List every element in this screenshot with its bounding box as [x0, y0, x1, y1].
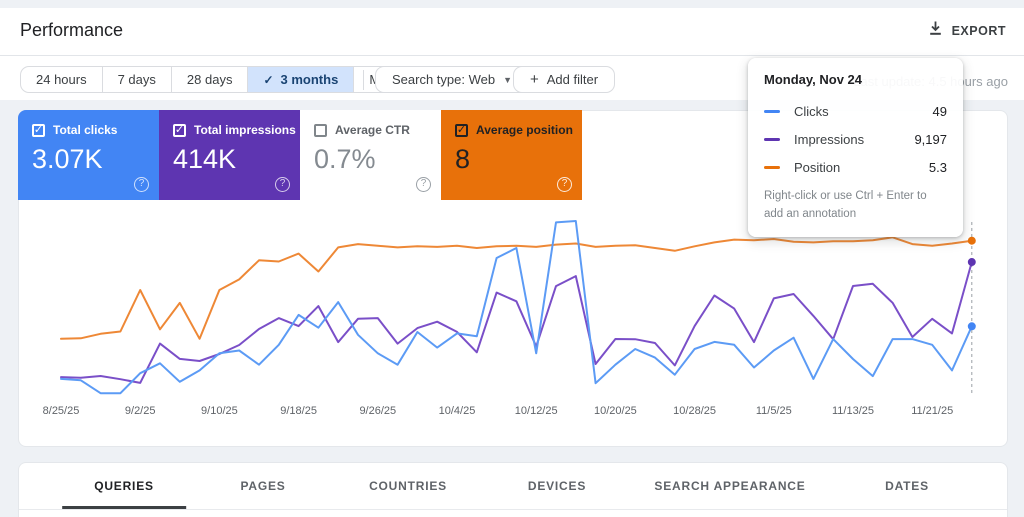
add-filter-button[interactable]: + Add filter	[513, 66, 616, 93]
tab-countries[interactable]: COUNTRIES	[369, 479, 447, 493]
clicks-hover-dot	[967, 322, 976, 331]
x-axis-tick-label: 9/18/25	[280, 405, 317, 417]
total-impressions-card[interactable]: ✓ Total impressions 414K ?	[159, 110, 300, 200]
metric-value: 3.07K	[32, 144, 103, 174]
metric-label: Average CTR	[335, 123, 410, 137]
range-label: 3 months	[280, 72, 339, 87]
range-28-days[interactable]: 28 days	[172, 67, 249, 92]
range-24-hours[interactable]: 24 hours	[21, 67, 103, 92]
position-line-swatch	[764, 165, 780, 169]
page-title: Performance	[20, 20, 124, 40]
average-ctr-checkbox[interactable]: ✓	[314, 123, 327, 137]
impressions-line	[60, 261, 973, 384]
range-label: 24 hours	[36, 72, 87, 87]
x-axis-tick-label: 11/13/25	[832, 405, 874, 417]
x-axis-tick-label: 9/26/25	[359, 405, 396, 417]
position-hover-dot	[967, 236, 976, 245]
tab-search-appearance[interactable]: SEARCH APPEARANCE	[654, 479, 806, 493]
tabs-row: QUERIES PAGES COUNTRIES DEVICES SEARCH A…	[19, 463, 1007, 510]
average-position-card[interactable]: ✓ Average position 8 ?	[441, 110, 582, 200]
impressions-line-swatch	[764, 137, 780, 141]
metric-value: 8	[455, 144, 471, 174]
filter-bar: 24 hours 7 days 28 days ✓ 3 months More …	[0, 66, 1024, 94]
x-axis-tick-label: 8/25/25	[43, 405, 80, 417]
help-icon[interactable]: ?	[416, 177, 431, 192]
help-icon[interactable]: ?	[557, 177, 572, 192]
tooltip-row-position: Position 5.3	[764, 153, 947, 181]
metric-label: Total clicks	[53, 123, 118, 137]
plus-icon: +	[530, 71, 539, 88]
tab-devices[interactable]: DEVICES	[527, 479, 587, 493]
tooltip-label: Clicks	[794, 103, 829, 119]
impressions-hover-dot	[967, 258, 976, 267]
total-clicks-card[interactable]: ✓ Total clicks 3.07K ?	[18, 110, 159, 200]
filter-separator	[363, 70, 364, 90]
tab-pages[interactable]: PAGES	[240, 479, 286, 493]
metric-value: 0.7%	[314, 144, 376, 174]
total-clicks-checkbox[interactable]: ✓	[32, 123, 45, 137]
range-3-months[interactable]: ✓ 3 months	[248, 67, 355, 92]
average-ctr-card[interactable]: ✓ Average CTR 0.7% ?	[300, 110, 441, 200]
header-divider	[0, 55, 1024, 56]
tooltip-value: 9,197	[914, 131, 947, 147]
tooltip-value: 5.3	[928, 159, 947, 175]
tooltip-label: Impressions	[794, 131, 865, 147]
range-label: 28 days	[186, 72, 233, 87]
metric-value: 414K	[173, 144, 237, 174]
check-icon: ✓	[263, 72, 274, 87]
tooltip-value: 49	[932, 103, 947, 119]
x-axis-tick-label: 10/4/25	[439, 405, 476, 417]
tooltip-date: Monday, Nov 24	[764, 72, 863, 87]
add-filter-label: Add filter	[546, 72, 599, 87]
x-axis-tick-label: 10/12/25	[515, 405, 558, 417]
metrics-row: ✓ Total clicks 3.07K ? ✓ Total impressio…	[18, 110, 582, 200]
range-7-days[interactable]: 7 days	[103, 67, 172, 92]
performance-chart[interactable]: 8/25/25 9/2/25 9/10/25 9/18/25 9/26/25 10/4/2…	[19, 206, 1007, 441]
average-position-checkbox[interactable]: ✓	[455, 123, 468, 137]
tooltip-row-impressions: Impressions 9,197	[764, 125, 947, 153]
x-axis-tick-label: 10/28/25	[673, 405, 716, 417]
tab-dates[interactable]: DATES	[885, 479, 929, 493]
x-axis-tick-label: 11/5/25	[756, 405, 792, 417]
chart-tooltip: Monday, Nov 24 Clicks 49 Impressions 9,1…	[748, 58, 963, 237]
search-type-label: Search type: Web	[392, 72, 496, 87]
x-axis-tick-label: 11/21/25	[911, 405, 953, 417]
export-label: EXPORT	[951, 23, 1006, 38]
range-label: 7 days	[117, 72, 156, 87]
download-icon	[928, 20, 943, 41]
tooltip-label: Position	[794, 159, 841, 175]
position-line	[60, 236, 973, 340]
help-icon[interactable]: ?	[275, 177, 290, 192]
tab-queries[interactable]: QUERIES	[62, 463, 186, 509]
top-strip	[0, 0, 1024, 8]
chevron-down-icon: ▼	[503, 74, 513, 85]
export-button[interactable]: EXPORT	[928, 20, 1006, 41]
metric-label: Average position	[476, 123, 573, 137]
total-impressions-checkbox[interactable]: ✓	[173, 123, 186, 137]
tooltip-annotation-hint: Right-click or use Ctrl + Enter to add a…	[764, 190, 927, 220]
clicks-line	[60, 220, 973, 395]
metric-label: Total impressions	[194, 123, 296, 137]
x-axis-tick-label: 9/10/25	[201, 405, 238, 417]
help-icon[interactable]: ?	[134, 177, 149, 192]
x-axis-tick-label: 9/2/25	[125, 405, 156, 417]
date-range-group: 24 hours 7 days 28 days ✓ 3 months More …	[20, 66, 431, 93]
tooltip-row-clicks: Clicks 49	[764, 97, 947, 125]
dimension-tabs-card: QUERIES PAGES COUNTRIES DEVICES SEARCH A…	[18, 462, 1008, 517]
x-axis-tick-label: 10/20/25	[594, 405, 637, 417]
search-type-filter[interactable]: Search type: Web ▼	[375, 66, 530, 93]
clicks-line-swatch	[764, 109, 780, 113]
